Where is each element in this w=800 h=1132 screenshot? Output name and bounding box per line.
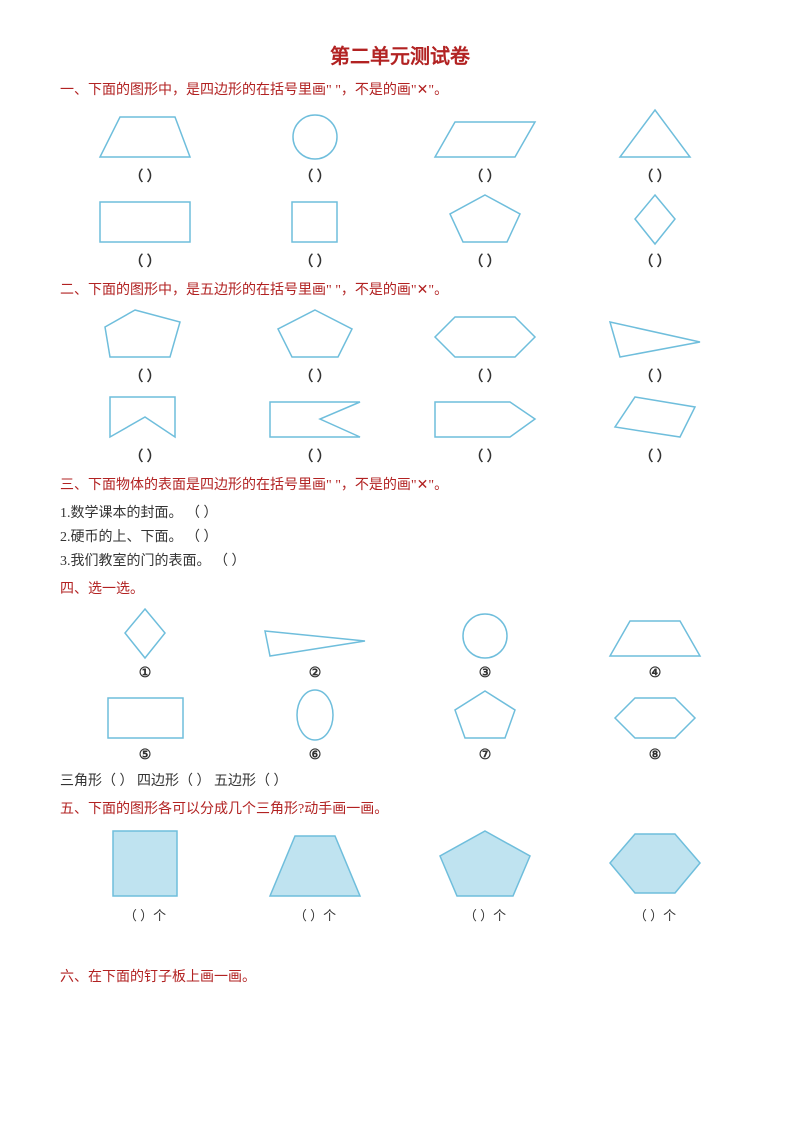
section4-heading: 四、选一选。 [60, 578, 740, 598]
s2-row1: （ ） （ ） （ ） （ ） [60, 307, 740, 386]
num-4: ④ [649, 665, 662, 682]
page-title: 第二单元测试卷 [60, 40, 740, 69]
s5-rect: （ ）个 [70, 826, 220, 924]
num-5: ⑤ [139, 747, 152, 764]
count-blank: （ ）个 [464, 905, 506, 924]
count-blank: （ ）个 [294, 905, 336, 924]
num-7: ⑦ [479, 747, 492, 764]
answer-blank: （ ） [299, 166, 331, 186]
s1-circle: （ ） [240, 112, 390, 186]
s1-square: （ ） [240, 197, 390, 271]
num-2: ② [309, 665, 322, 682]
answer-blank: （ ） [469, 446, 501, 466]
s5-pentagon: （ ）个 [410, 826, 560, 924]
answer-blank: （ ） [639, 166, 671, 186]
answer-blank: （ ） [639, 251, 671, 271]
num-6: ⑥ [309, 747, 322, 764]
answer-blank: （ ） [129, 366, 161, 386]
num-1: ① [139, 665, 152, 682]
s2-pentagon2: （ ） [240, 307, 390, 386]
s2-hexagon: （ ） [410, 312, 560, 386]
s1-rectangle: （ ） [70, 197, 220, 271]
s4-trap: ④ [580, 616, 730, 682]
s2-pentagon1: （ ） [70, 307, 220, 386]
s1-row1: （ ） （ ） （ ） （ ） [60, 107, 740, 186]
s4-row1: ① ② ③ ④ [60, 606, 740, 682]
s4-rect: ⑤ [70, 693, 220, 764]
s2-row2: （ ） （ ） （ ） （ ） [60, 392, 740, 466]
section5-heading: 五、下面的图形各可以分成几个三角形?动手画一画。 [60, 798, 740, 818]
s4-circle: ③ [410, 611, 560, 682]
s1-rhombus: （ ） [580, 192, 730, 271]
s4-pentagon: ⑦ [410, 688, 560, 764]
answer-blank: （ ） [299, 251, 331, 271]
count-blank: （ ）个 [634, 905, 676, 924]
s4-ellipse: ⑥ [240, 688, 390, 764]
num-8: ⑧ [649, 747, 662, 764]
s2-notch: （ ） [240, 397, 390, 466]
s1-row2: （ ） （ ） （ ） （ ） [60, 192, 740, 271]
s2-arrow: （ ） [70, 392, 220, 466]
s5-hexagon: （ ）个 [580, 826, 730, 924]
answer-blank: （ ） [639, 446, 671, 466]
s4-tri: ② [240, 626, 390, 682]
s3-q3: 3.我们教室的门的表面。 （ ） [60, 550, 740, 570]
section3-heading: 三、下面物体的表面是四边形的在括号里画" "，不是的画"✕"。 [60, 474, 740, 494]
s1-triangle: （ ） [580, 107, 730, 186]
s5-row: （ ）个 （ ）个 （ ）个 （ ）个 [60, 826, 740, 924]
count-blank: （ ）个 [124, 905, 166, 924]
section1-heading: 一、下面的图形中，是四边形的在括号里画" "，不是的画"✕"。 [60, 79, 740, 99]
s3-q2: 2.硬币的上、下面。 （ ） [60, 526, 740, 546]
answer-blank: （ ） [129, 166, 161, 186]
answer-blank: （ ） [469, 166, 501, 186]
s2-house: （ ） [410, 397, 560, 466]
num-3: ③ [479, 665, 492, 682]
answer-blank: （ ） [469, 366, 501, 386]
s3-q1: 1.数学课本的封面。 （ ） [60, 502, 740, 522]
section2-heading: 二、下面的图形中，是五边形的在括号里画" "，不是的画"✕"。 [60, 279, 740, 299]
s1-trapezoid: （ ） [70, 112, 220, 186]
answer-blank: （ ） [129, 446, 161, 466]
s4-diamond: ① [70, 606, 220, 682]
answer-blank: （ ） [299, 366, 331, 386]
s1-pentagon: （ ） [410, 192, 560, 271]
s2-triangle: （ ） [580, 317, 730, 386]
s4-hexagon: ⑧ [580, 693, 730, 764]
s2-quad: （ ） [580, 392, 730, 466]
s5-trap: （ ）个 [240, 831, 390, 924]
s4-categories: 三角形（ ） 四边形（ ） 五边形（ ） [60, 770, 740, 790]
section6-heading: 六、在下面的钉子板上画一画。 [60, 966, 740, 986]
answer-blank: （ ） [469, 251, 501, 271]
s4-row2: ⑤ ⑥ ⑦ ⑧ [60, 688, 740, 764]
answer-blank: （ ） [129, 251, 161, 271]
answer-blank: （ ） [299, 446, 331, 466]
s1-parallelogram: （ ） [410, 117, 560, 186]
answer-blank: （ ） [639, 366, 671, 386]
